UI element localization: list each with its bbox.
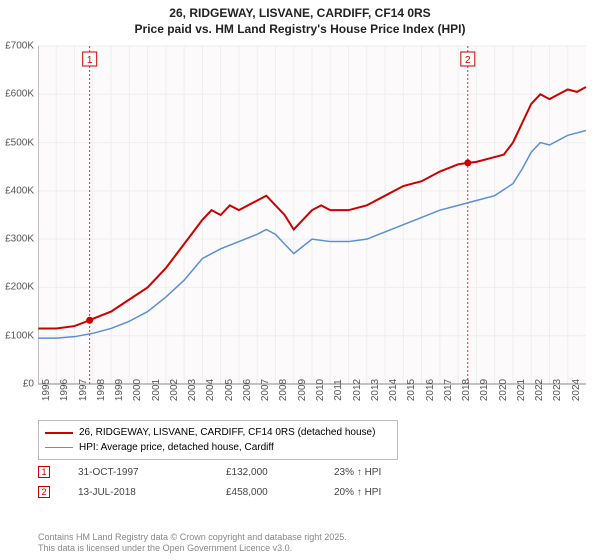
sale-row-1: 1 31-OCT-1997 £132,000 23% ↑ HPI [38,462,414,482]
legend-label-2: HPI: Average price, detached house, Card… [79,440,274,455]
footer-line-2: This data is licensed under the Open Gov… [38,543,347,554]
y-tick-label: £0 [23,379,34,390]
sale-pct-2: 20% ↑ HPI [334,487,414,498]
x-tick-label: 2004 [205,379,216,401]
x-tick-label: 2008 [278,379,289,401]
x-tick-label: 2015 [406,379,417,401]
x-tick-label: 2012 [352,379,363,401]
chart-area: 12 £0£100K£200K£300K£400K£500K£600K£700K… [38,42,590,412]
chart-title-block: 26, RIDGEWAY, LISVANE, CARDIFF, CF14 0RS… [0,0,600,39]
sales-table: 1 31-OCT-1997 £132,000 23% ↑ HPI 2 13-JU… [38,462,414,502]
legend-item-1: 26, RIDGEWAY, LISVANE, CARDIFF, CF14 0RS… [45,425,391,440]
sale-marker-box-1: 1 [38,466,50,478]
legend-label-1: 26, RIDGEWAY, LISVANE, CARDIFF, CF14 0RS… [79,425,375,440]
svg-text:2: 2 [465,55,471,66]
sale-price-2: £458,000 [226,487,306,498]
x-tick-label: 2023 [552,379,563,401]
x-tick-label: 2000 [132,379,143,401]
sale-row-2: 2 13-JUL-2018 £458,000 20% ↑ HPI [38,482,414,502]
y-tick-label: £200K [5,282,34,293]
sale-price-1: £132,000 [226,467,306,478]
x-tick-label: 2007 [260,379,271,401]
y-tick-label: £500K [5,137,34,148]
title-line-1: 26, RIDGEWAY, LISVANE, CARDIFF, CF14 0RS [0,6,600,22]
legend-swatch-2 [45,447,73,448]
legend-item-2: HPI: Average price, detached house, Card… [45,440,391,455]
x-tick-label: 2022 [534,379,545,401]
legend: 26, RIDGEWAY, LISVANE, CARDIFF, CF14 0RS… [38,420,398,460]
x-tick-label: 1998 [96,379,107,401]
x-tick-label: 2002 [169,379,180,401]
x-tick-label: 2005 [224,379,235,401]
title-line-2: Price paid vs. HM Land Registry's House … [0,22,600,38]
y-tick-label: £700K [5,41,34,52]
x-tick-label: 2010 [315,379,326,401]
footer-line-1: Contains HM Land Registry data © Crown c… [38,532,347,543]
x-tick-label: 2021 [516,379,527,401]
x-tick-label: 2014 [388,379,399,401]
footer: Contains HM Land Registry data © Crown c… [38,532,347,555]
x-tick-label: 2001 [151,379,162,401]
svg-text:1: 1 [87,55,93,66]
x-tick-label: 2011 [333,379,344,401]
sale-pct-1: 23% ↑ HPI [334,467,414,478]
x-tick-label: 2017 [443,379,454,401]
x-tick-label: 2020 [498,379,509,401]
sale-marker-box-2: 2 [38,486,50,498]
x-tick-label: 2006 [242,379,253,401]
x-tick-label: 2018 [461,379,472,401]
x-tick-label: 1996 [59,379,70,401]
x-tick-label: 1997 [78,379,89,401]
x-tick-label: 2024 [571,379,582,401]
y-tick-label: £300K [5,234,34,245]
y-tick-label: £600K [5,89,34,100]
chart-svg: 12 [38,42,590,412]
y-tick-label: £400K [5,185,34,196]
y-tick-label: £100K [5,330,34,341]
sale-date-2: 13-JUL-2018 [78,487,198,498]
x-tick-label: 1995 [41,379,52,401]
x-tick-label: 2013 [370,379,381,401]
x-tick-label: 2019 [479,379,490,401]
x-tick-label: 2009 [297,379,308,401]
x-tick-label: 2016 [425,379,436,401]
x-tick-label: 2003 [187,379,198,401]
x-tick-label: 1999 [114,379,125,401]
root: 26, RIDGEWAY, LISVANE, CARDIFF, CF14 0RS… [0,0,600,560]
legend-swatch-1 [45,432,73,434]
sale-date-1: 31-OCT-1997 [78,467,198,478]
